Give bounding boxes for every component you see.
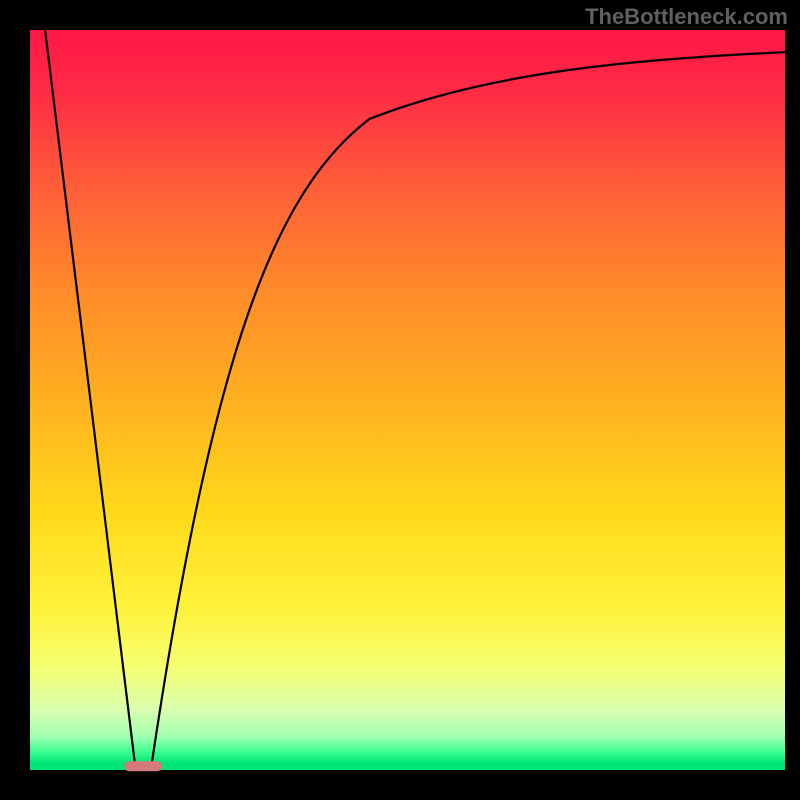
chart-outer-area bbox=[0, 0, 800, 800]
chart-container: TheBottleneck.com bbox=[0, 0, 800, 800]
watermark-text: TheBottleneck.com bbox=[585, 4, 788, 30]
plot-svg bbox=[0, 0, 800, 800]
optimal-marker bbox=[124, 761, 162, 771]
plot-background bbox=[30, 30, 785, 770]
